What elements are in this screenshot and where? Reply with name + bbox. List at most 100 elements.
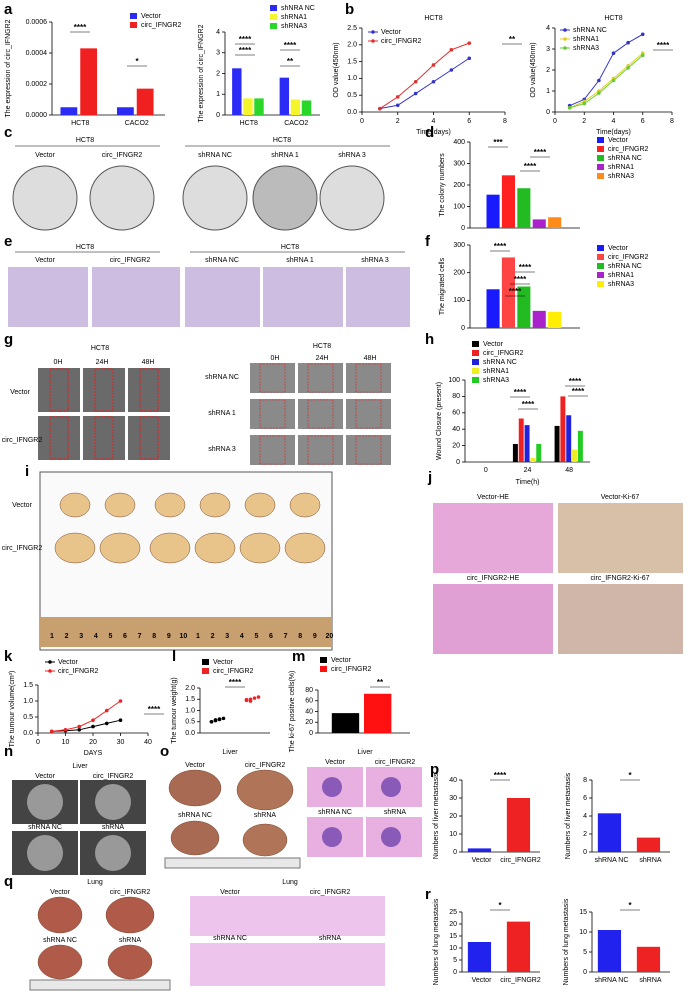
ruler-label: 5 bbox=[254, 633, 258, 640]
line bbox=[569, 54, 644, 109]
legend-label: shRNA3 bbox=[608, 281, 634, 288]
line bbox=[51, 700, 121, 732]
panel-label: q bbox=[4, 873, 13, 890]
bar bbox=[486, 194, 500, 228]
y-tick-label: 4 bbox=[216, 29, 220, 36]
image-placeholder bbox=[164, 857, 301, 869]
image-label: Vector bbox=[35, 773, 56, 780]
y-axis-label: The expression of circ_IFNGR2 bbox=[198, 24, 205, 122]
image-label: shRNA NC bbox=[318, 809, 352, 816]
specimen bbox=[170, 820, 220, 856]
y-tick-label: 0.5 bbox=[185, 719, 195, 726]
image-label: 0H bbox=[54, 359, 63, 366]
image-label: Vector-Ki-67 bbox=[601, 494, 640, 501]
line bbox=[569, 33, 643, 107]
specimen bbox=[284, 532, 326, 564]
image-label: HCT8 bbox=[281, 244, 299, 251]
point bbox=[104, 708, 109, 713]
legend-label: shNRA NC bbox=[281, 5, 315, 12]
x-tick-label: CACO2 bbox=[284, 120, 308, 127]
significance-label: **** bbox=[534, 148, 547, 157]
significance-label: **** bbox=[74, 23, 87, 32]
scan bbox=[95, 784, 131, 820]
panel-label: b bbox=[345, 1, 354, 18]
bar bbox=[60, 107, 78, 115]
x-tick-label: 0 bbox=[36, 739, 40, 746]
image-placeholder bbox=[38, 416, 80, 460]
image-placeholder bbox=[139, 416, 159, 460]
point bbox=[395, 95, 400, 99]
point bbox=[413, 91, 418, 96]
x-tick-label: HCT8 bbox=[71, 120, 89, 127]
y-tick-label: 3 bbox=[546, 46, 550, 53]
specimen bbox=[104, 492, 136, 518]
panel-label: f bbox=[425, 233, 431, 250]
specimen bbox=[242, 823, 288, 857]
y-tick-label: 1 bbox=[546, 88, 550, 95]
significance-label: ** bbox=[377, 678, 384, 687]
nodule bbox=[381, 827, 401, 847]
legend-swatch bbox=[597, 263, 604, 269]
y-tick-label: 60 bbox=[452, 410, 460, 417]
image-placeholder bbox=[346, 267, 410, 327]
legend-swatch bbox=[597, 173, 604, 179]
y-tick-label: 0 bbox=[583, 969, 587, 976]
y-tick-label: 40 bbox=[305, 708, 313, 715]
y-tick-label: 300 bbox=[453, 242, 465, 249]
image-label: Vector bbox=[10, 389, 31, 396]
legend-label: shRNA3 bbox=[483, 377, 509, 384]
y-tick-label: 0 bbox=[453, 969, 457, 976]
legend-label: shRNA NC bbox=[608, 263, 642, 270]
image-placeholder bbox=[355, 363, 382, 393]
legend-label: Vector bbox=[141, 13, 162, 20]
specimen bbox=[59, 492, 91, 518]
image-placeholder bbox=[355, 435, 382, 465]
x-tick-label: shRNA NC bbox=[595, 857, 629, 864]
y-tick-label: 40 bbox=[452, 426, 460, 433]
bar bbox=[364, 693, 392, 733]
specimen bbox=[99, 532, 141, 564]
x-tick-label: 2 bbox=[396, 118, 400, 125]
image-placeholder bbox=[263, 267, 343, 327]
image-placeholder bbox=[307, 399, 334, 429]
ruler-label: 3 bbox=[79, 633, 83, 640]
panel-label: g bbox=[4, 331, 13, 348]
image-placeholder bbox=[558, 584, 683, 654]
image-placeholder bbox=[94, 368, 114, 412]
image-placeholder bbox=[38, 368, 80, 412]
y-axis-label: The tumour weight(g) bbox=[171, 677, 178, 744]
ruler-label: 5 bbox=[108, 633, 112, 640]
x-axis-label: Time(days) bbox=[416, 129, 451, 136]
legend-label: circ_IFNGR2 bbox=[213, 668, 254, 675]
image-placeholder bbox=[40, 617, 332, 647]
image-placeholder bbox=[346, 399, 391, 429]
bar bbox=[532, 310, 546, 328]
y-tick-label: 0 bbox=[456, 459, 460, 466]
panel-label: o bbox=[160, 743, 169, 760]
image-label: HCT8 bbox=[91, 345, 109, 352]
y-axis-label: Numbers of lung metastasis bbox=[563, 898, 570, 985]
point bbox=[77, 724, 82, 729]
image-placeholder bbox=[259, 435, 286, 465]
bar bbox=[501, 257, 515, 328]
y-tick-label: 25 bbox=[449, 909, 457, 916]
significance-label: **** bbox=[572, 387, 585, 396]
culture-plate bbox=[319, 165, 385, 231]
y-tick-label: 0.0 bbox=[347, 109, 357, 116]
image-placeholder bbox=[346, 435, 391, 465]
significance-label: **** bbox=[494, 242, 507, 251]
legend-label: Vector bbox=[608, 245, 629, 252]
nodule bbox=[322, 777, 342, 797]
y-axis-label: Numbers of liver metastasis bbox=[433, 772, 440, 859]
legend-label: Vector bbox=[608, 137, 629, 144]
significance-label: **** bbox=[494, 771, 507, 780]
legend-marker bbox=[563, 28, 567, 32]
specimen bbox=[244, 492, 276, 518]
legend-label: shRNA1 bbox=[608, 164, 634, 171]
legend-swatch bbox=[472, 359, 479, 365]
legend-label: circ_IFNGR2 bbox=[608, 146, 649, 153]
panel-label: l bbox=[172, 648, 176, 665]
panel-label: a bbox=[4, 1, 13, 18]
image-label: shRNA NC bbox=[178, 812, 212, 819]
y-tick-label: 2.5 bbox=[347, 25, 357, 32]
